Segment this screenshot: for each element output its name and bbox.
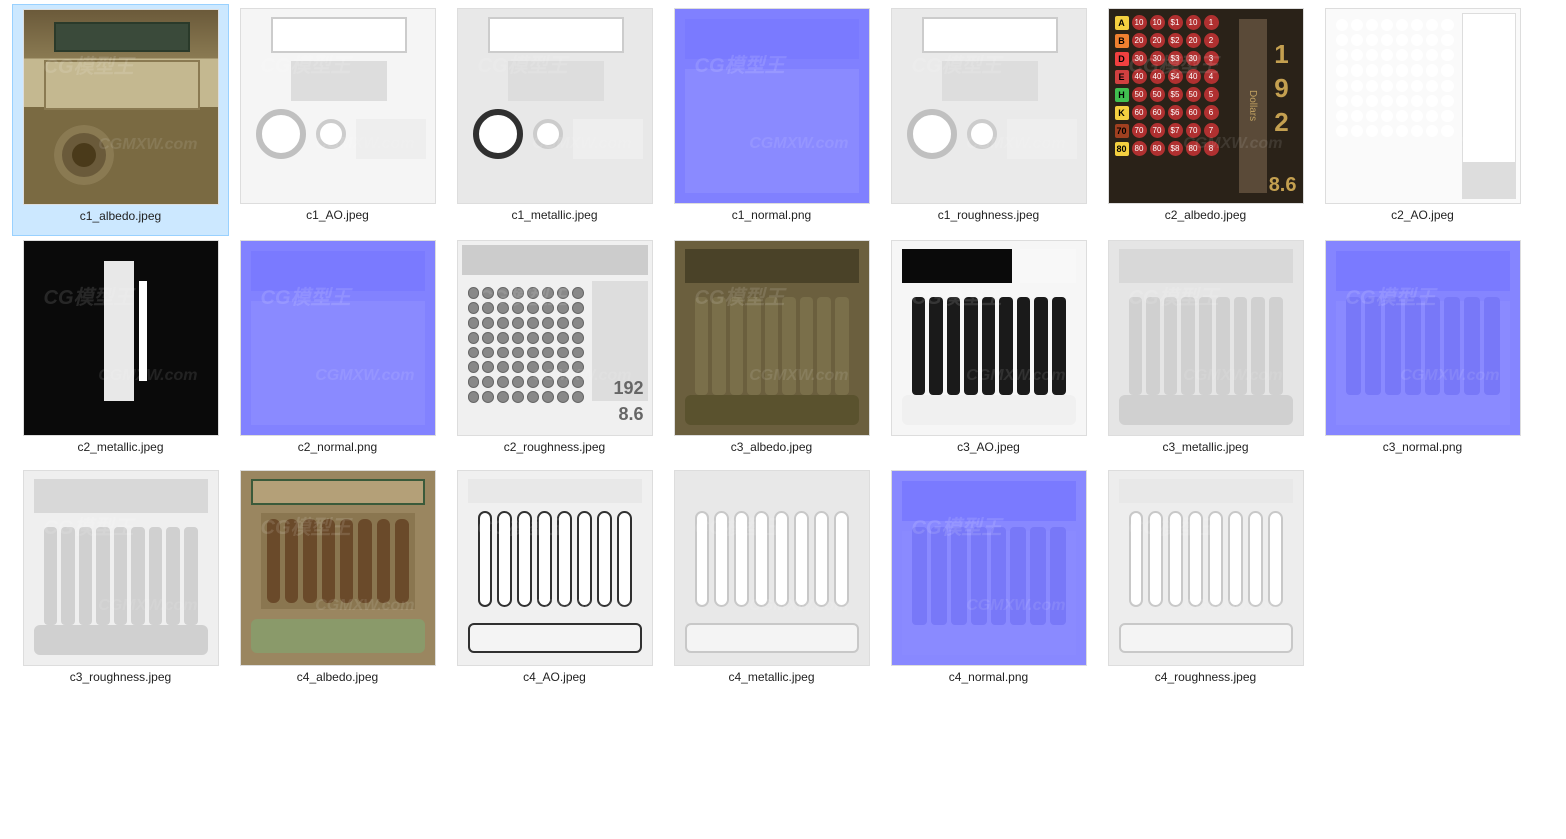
file-item[interactable]: CG模型王CGMXW.com c1_albedo.jpeg (12, 4, 229, 236)
file-thumbnail[interactable]: CG模型王CGMXW.com (674, 8, 870, 204)
file-thumbnail[interactable]: CG模型王CGMXW.com (240, 470, 436, 666)
texture-preview: A1010$1101B2020$2202D3030$3303E4040$4404… (1109, 9, 1303, 203)
file-item[interactable]: CG模型王CGMXW.com c1_AO.jpeg (229, 4, 446, 236)
file-item[interactable]: CG模型王CGMXW.com c2_metallic.jpeg (12, 236, 229, 466)
file-item[interactable]: CG模型王CGMXW.com c4_AO.jpeg (446, 466, 663, 696)
file-label[interactable]: c4_metallic.jpeg (728, 670, 814, 684)
file-thumbnail[interactable]: CG模型王CGMXW.com (23, 240, 219, 436)
file-thumbnail[interactable]: A1010$1101B2020$2202D3030$3303E4040$4404… (1108, 8, 1304, 204)
file-label[interactable]: c2_metallic.jpeg (77, 440, 163, 454)
texture-preview: CG模型王CGMXW.com (675, 9, 869, 203)
file-item[interactable]: CG模型王CGMXW.com c4_normal.png (880, 466, 1097, 696)
file-thumbnail[interactable]: CG模型王CGMXW.com (23, 470, 219, 666)
file-thumbnail[interactable]: CG模型王CGMXW.com (891, 8, 1087, 204)
file-label[interactable]: c1_AO.jpeg (306, 208, 369, 222)
file-label[interactable]: c1_albedo.jpeg (80, 209, 161, 223)
file-item[interactable]: CG模型王CGMXW.com c3_albedo.jpeg (663, 236, 880, 466)
file-item[interactable]: CG模型王CGMXW.com c1_metallic.jpeg (446, 4, 663, 236)
texture-preview: CG模型王CGMXW.com (892, 471, 1086, 665)
texture-preview: CG模型王CGMXW.com (241, 9, 435, 203)
file-label[interactable]: c3_albedo.jpeg (731, 440, 812, 454)
file-item[interactable]: CG模型王CGMXW.com c3_normal.png (1314, 236, 1531, 466)
file-label[interactable]: c3_metallic.jpeg (1162, 440, 1248, 454)
file-item[interactable]: CG模型王CGMXW.com c1_normal.png (663, 4, 880, 236)
file-item[interactable]: CG模型王CGMXW.com c2_normal.png (229, 236, 446, 466)
file-thumbnail[interactable]: CG模型王CGMXW.com (240, 8, 436, 204)
file-label[interactable]: c4_AO.jpeg (523, 670, 586, 684)
file-thumbnail[interactable]: CG模型王CGMXW.com (1108, 240, 1304, 436)
file-thumbnail[interactable]: CG模型王CGMXW.com (891, 240, 1087, 436)
file-item[interactable]: CG模型王CGMXW.com c3_roughness.jpeg (12, 466, 229, 696)
texture-preview: CG模型王CGMXW.com (892, 9, 1086, 203)
file-item[interactable]: CG模型王CGMXW.com c3_metallic.jpeg (1097, 236, 1314, 466)
file-label[interactable]: c2_roughness.jpeg (504, 440, 605, 454)
file-label[interactable]: c2_normal.png (298, 440, 377, 454)
file-item[interactable]: CG模型王CGMXW.com c1_roughness.jpeg (880, 4, 1097, 236)
file-label[interactable]: c3_AO.jpeg (957, 440, 1020, 454)
file-label[interactable]: c1_metallic.jpeg (511, 208, 597, 222)
file-thumbnail[interactable]: CG模型王CGMXW.com (457, 8, 653, 204)
file-item[interactable]: CG模型王CGMXW.com c3_AO.jpeg (880, 236, 1097, 466)
file-grid: CG模型王CGMXW.comc1_albedo.jpegCG模型王CGMXW.c… (12, 4, 1554, 696)
texture-preview: CG模型王CGMXW.com (241, 241, 435, 435)
file-item[interactable]: 1928.6CG模型王CGMXW.com c2_roughness.jpeg (446, 236, 663, 466)
file-label[interactable]: c4_roughness.jpeg (1155, 670, 1256, 684)
file-item[interactable]: CG模型王CGMXW.com c4_albedo.jpeg (229, 466, 446, 696)
file-thumbnail[interactable]: CG模型王CGMXW.com (457, 470, 653, 666)
file-item[interactable]: CG模型王CGMXW.com c2_AO.jpeg (1314, 4, 1531, 236)
file-thumbnail[interactable]: CG模型王CGMXW.com (23, 9, 219, 205)
texture-preview: CG模型王CGMXW.com (24, 471, 218, 665)
file-label[interactable]: c1_normal.png (732, 208, 811, 222)
file-thumbnail[interactable]: CG模型王CGMXW.com (891, 470, 1087, 666)
file-label[interactable]: c2_AO.jpeg (1391, 208, 1454, 222)
texture-preview: CG模型王CGMXW.com (458, 9, 652, 203)
texture-preview: CG模型王CGMXW.com (1326, 241, 1520, 435)
file-thumbnail[interactable]: 1928.6CG模型王CGMXW.com (457, 240, 653, 436)
file-label[interactable]: c4_normal.png (949, 670, 1028, 684)
file-label[interactable]: c1_roughness.jpeg (938, 208, 1039, 222)
file-thumbnail[interactable]: CG模型王CGMXW.com (1325, 8, 1521, 204)
texture-preview: CG模型王CGMXW.com (24, 241, 218, 435)
file-label[interactable]: c3_roughness.jpeg (70, 670, 171, 684)
texture-preview: CG模型王CGMXW.com (458, 471, 652, 665)
file-label[interactable]: c2_albedo.jpeg (1165, 208, 1246, 222)
texture-preview: CG模型王CGMXW.com (675, 471, 869, 665)
texture-preview: CG模型王CGMXW.com (1109, 471, 1303, 665)
file-label[interactable]: c4_albedo.jpeg (297, 670, 378, 684)
file-thumbnail[interactable]: CG模型王CGMXW.com (240, 240, 436, 436)
texture-preview: CG模型王CGMXW.com (24, 10, 218, 204)
texture-preview: CG模型王CGMXW.com (675, 241, 869, 435)
texture-preview: CG模型王CGMXW.com (1109, 241, 1303, 435)
file-thumbnail[interactable]: CG模型王CGMXW.com (674, 470, 870, 666)
file-thumbnail[interactable]: CG模型王CGMXW.com (674, 240, 870, 436)
texture-preview: CG模型王CGMXW.com (892, 241, 1086, 435)
file-item[interactable]: A1010$1101B2020$2202D3030$3303E4040$4404… (1097, 4, 1314, 236)
texture-preview: CG模型王CGMXW.com (1326, 9, 1520, 203)
texture-preview: 1928.6CG模型王CGMXW.com (458, 241, 652, 435)
file-item[interactable]: CG模型王CGMXW.com c4_roughness.jpeg (1097, 466, 1314, 696)
file-label[interactable]: c3_normal.png (1383, 440, 1462, 454)
file-item[interactable]: CG模型王CGMXW.com c4_metallic.jpeg (663, 466, 880, 696)
file-thumbnail[interactable]: CG模型王CGMXW.com (1108, 470, 1304, 666)
texture-preview: CG模型王CGMXW.com (241, 471, 435, 665)
file-thumbnail[interactable]: CG模型王CGMXW.com (1325, 240, 1521, 436)
